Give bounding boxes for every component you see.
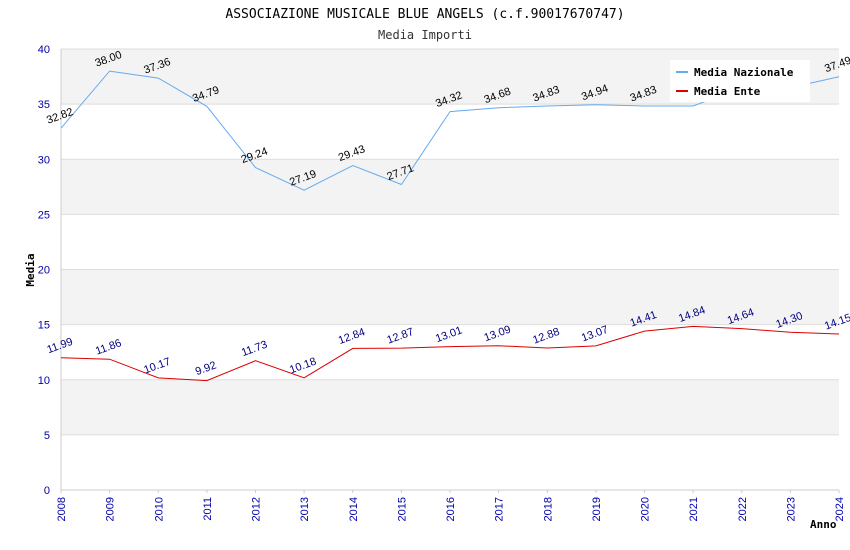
plot-band (61, 159, 839, 215)
y-tick-label: 35 (38, 99, 50, 111)
x-tick-label: 2021 (688, 497, 700, 521)
x-tick-label: 2008 (56, 497, 68, 521)
x-tick-label: 2014 (348, 497, 360, 521)
y-tick-label: 40 (38, 44, 50, 56)
axes (60, 49, 840, 493)
media-ente-line (60, 325, 840, 382)
legend-label-nazionale: Media Nazionale (694, 66, 794, 79)
x-tick-label: 2019 (591, 497, 603, 521)
plot-band (61, 324, 839, 380)
y-axis-ticks: 0 5 10 15 20 25 30 35 40 (38, 44, 50, 497)
x-tick-label: 2022 (737, 497, 749, 521)
x-tick-label: 2024 (834, 497, 846, 521)
x-tick-label: 2011 (202, 497, 214, 521)
x-tick-label: 2012 (251, 497, 263, 521)
plot-band (61, 434, 839, 490)
y-tick-label: 25 (38, 209, 50, 221)
chart-subtitle: Media Importi (378, 28, 472, 42)
plot-band (61, 104, 839, 160)
y-tick-label: 20 (38, 265, 50, 277)
x-tick-label: 2009 (105, 497, 117, 521)
x-axis-ticks: 2008 2009 2010 2011 2012 2013 2014 2015 2016 2017… (56, 497, 846, 521)
plot-band (61, 269, 839, 325)
legend-label-ente: Media Ente (694, 85, 761, 98)
x-tick-label: 2015 (396, 497, 408, 521)
y-tick-label: 15 (38, 320, 50, 332)
plot-band (61, 214, 839, 270)
x-tick-label: 2017 (494, 497, 506, 521)
x-tick-label: 2023 (785, 497, 797, 521)
y-tick-label: 30 (38, 154, 50, 166)
y-tick-label: 10 (38, 375, 50, 387)
plot-background (61, 49, 839, 490)
x-tick-label: 2013 (299, 497, 311, 521)
plot-band (61, 379, 839, 435)
chart-title: ASSOCIAZIONE MUSICALE BLUE ANGELS (c.f.9… (225, 7, 624, 22)
x-tick-label: 2018 (542, 497, 554, 521)
x-tick-label: 2020 (640, 497, 652, 521)
y-tick-label: 0 (44, 485, 50, 497)
legend-box (670, 60, 810, 102)
y-tick-label: 5 (44, 430, 50, 442)
x-tick-label: 2016 (445, 497, 457, 521)
x-tick-label: 2010 (153, 497, 165, 521)
x-axis-label: Anno (810, 518, 837, 531)
y-axis-label: Media (24, 253, 37, 286)
legend: Media Nazionale Media Ente (670, 60, 810, 102)
